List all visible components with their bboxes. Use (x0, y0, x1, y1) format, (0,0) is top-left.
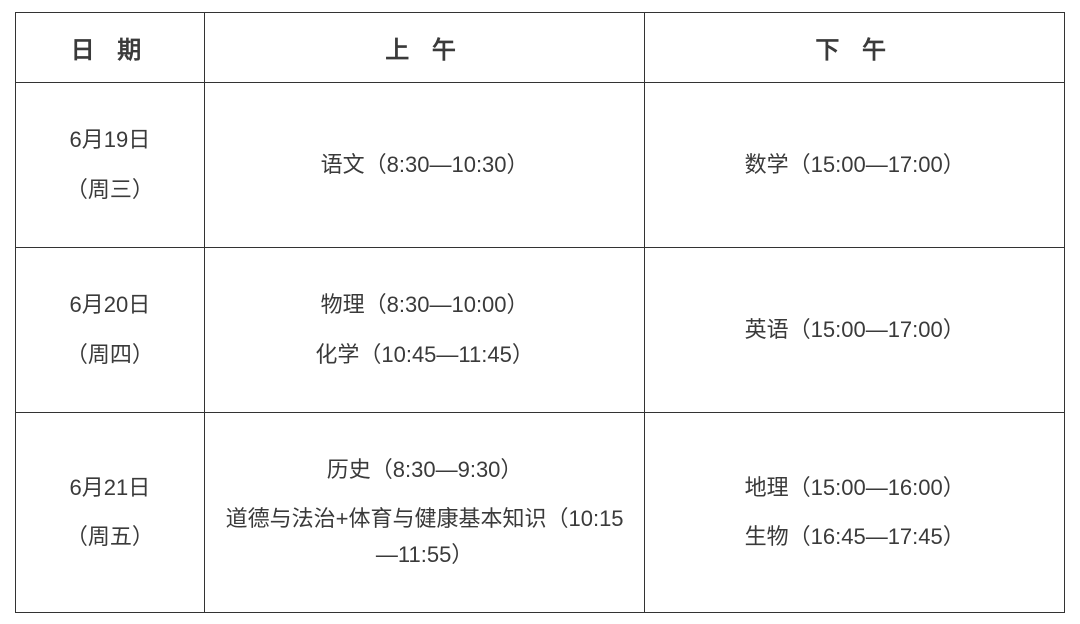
subject-text: 历史（8:30—9:30） (215, 452, 635, 487)
afternoon-cell: 地理（15:00—16:00） 生物（16:45—17:45） (645, 412, 1065, 612)
morning-cell: 物理（8:30—10:00） 化学（10:45—11:45） (204, 247, 645, 412)
weekday-text: （周三） (26, 172, 194, 207)
date-text: 6月21日 (26, 470, 194, 505)
date-cell: 6月21日 （周五） (16, 412, 205, 612)
morning-cell: 语文（8:30—10:30） (204, 82, 645, 247)
table-row: 6月20日 （周四） 物理（8:30—10:00） 化学（10:45—11:45… (16, 247, 1065, 412)
date-text: 6月20日 (26, 287, 194, 322)
subject-text: 语文（8:30—10:30） (215, 147, 635, 182)
table-row: 6月21日 （周五） 历史（8:30—9:30） 道德与法治+体育与健康基本知识… (16, 412, 1065, 612)
weekday-text: （周五） (26, 519, 194, 554)
subject-text: 化学（10:45—11:45） (215, 337, 635, 372)
subject-text: 英语（15:00—17:00） (655, 312, 1054, 347)
subject-text: 地理（15:00—16:00） (655, 470, 1054, 505)
weekday-text: （周四） (26, 337, 194, 372)
schedule-table-container: 日 期 上 午 下 午 6月19日 （周三） 语文（8:30—10:30） 数学… (15, 12, 1065, 613)
schedule-table: 日 期 上 午 下 午 6月19日 （周三） 语文（8:30—10:30） 数学… (15, 12, 1065, 613)
subject-text: 物理（8:30—10:00） (215, 287, 635, 322)
subject-text: 数学（15:00—17:00） (655, 147, 1054, 182)
subject-text: 生物（16:45—17:45） (655, 519, 1054, 554)
table-header-row: 日 期 上 午 下 午 (16, 12, 1065, 82)
header-date: 日 期 (16, 12, 205, 82)
afternoon-cell: 英语（15:00—17:00） (645, 247, 1065, 412)
afternoon-cell: 数学（15:00—17:00） (645, 82, 1065, 247)
subject-text: 道德与法治+体育与健康基本知识（10:15—11:55） (215, 501, 635, 571)
morning-cell: 历史（8:30—9:30） 道德与法治+体育与健康基本知识（10:15—11:5… (204, 412, 645, 612)
date-cell: 6月20日 （周四） (16, 247, 205, 412)
header-afternoon: 下 午 (645, 12, 1065, 82)
header-morning: 上 午 (204, 12, 645, 82)
date-cell: 6月19日 （周三） (16, 82, 205, 247)
table-row: 6月19日 （周三） 语文（8:30—10:30） 数学（15:00—17:00… (16, 82, 1065, 247)
date-text: 6月19日 (26, 122, 194, 157)
